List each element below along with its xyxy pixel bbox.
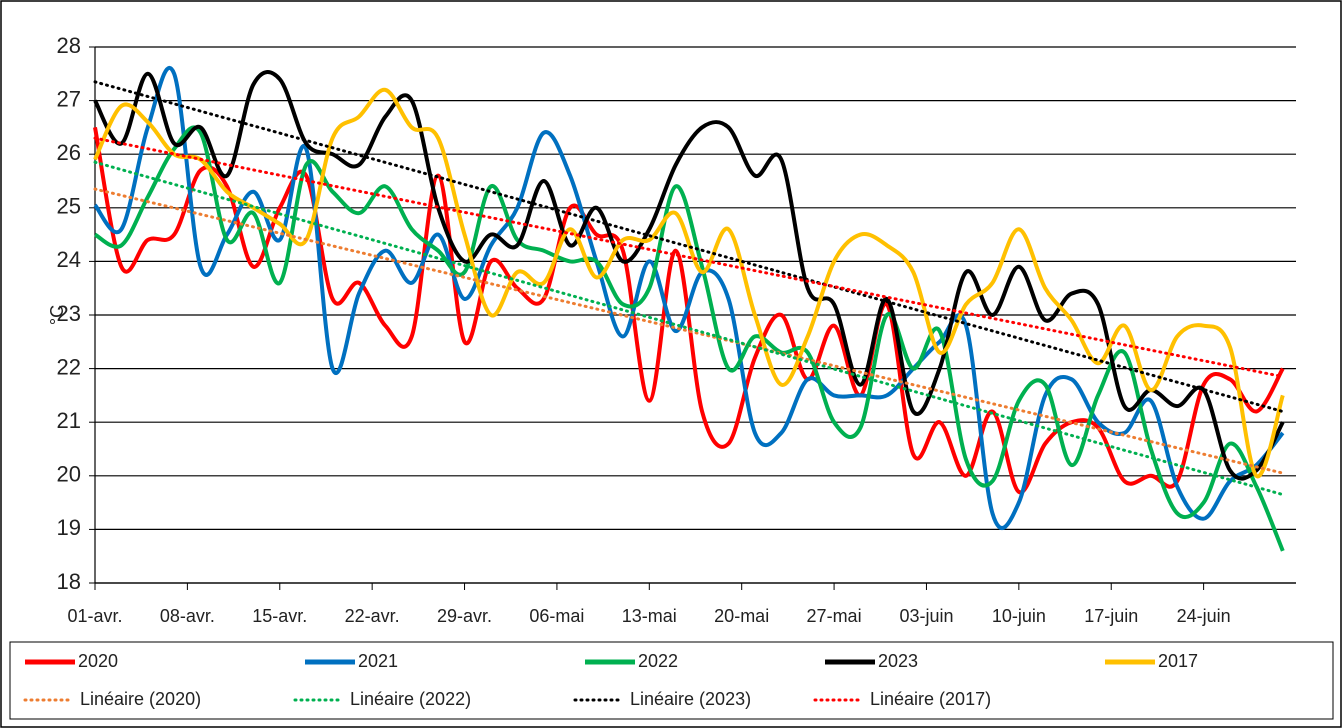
legend-label: Linéaire (2023) <box>630 689 751 709</box>
x-tick-label: 13-mai <box>622 606 677 626</box>
y-tick-label: 22 <box>57 354 81 379</box>
y-tick-label: 28 <box>57 33 81 58</box>
x-tick-label: 24-juin <box>1177 606 1231 626</box>
x-tick-label: 29-avr. <box>437 606 492 626</box>
series-line <box>93 70 1285 481</box>
x-tick-label: 06-mai <box>529 606 584 626</box>
x-tick-label: 01-avr. <box>67 606 122 626</box>
x-tick-label: 08-avr. <box>160 606 215 626</box>
x-tick-label: 20-mai <box>714 606 769 626</box>
legend-label: Linéaire (2022) <box>350 689 471 709</box>
legend-label: 2020 <box>78 651 118 671</box>
x-tick-label: 15-avr. <box>252 606 307 626</box>
y-tick-label: 19 <box>57 515 81 540</box>
x-tick-label: 27-mai <box>807 606 862 626</box>
trend-line <box>93 136 1285 379</box>
legend-label: 2017 <box>1158 651 1198 671</box>
y-tick-label: 20 <box>57 462 81 487</box>
y-axis-label: °C <box>47 305 67 325</box>
x-tick-label: 03-juin <box>899 606 953 626</box>
y-tick-label: 26 <box>57 140 81 165</box>
y-tick-label: 27 <box>57 86 81 111</box>
y-tick-label: 21 <box>57 408 81 433</box>
legend-border <box>9 641 1334 720</box>
trend-line <box>93 160 1285 497</box>
y-tick-label: 25 <box>57 194 81 219</box>
legend-label: Linéaire (2020) <box>80 689 201 709</box>
y-tick-label: 24 <box>57 247 81 272</box>
legend-label: 2021 <box>358 651 398 671</box>
legend-label: Linéaire (2017) <box>870 689 991 709</box>
y-tick-label: 18 <box>57 569 81 594</box>
trend-line <box>93 80 1285 413</box>
x-tick-label: 17-juin <box>1084 606 1138 626</box>
y-tick-label: 23 <box>57 301 81 326</box>
x-tick-label: 10-juin <box>992 606 1046 626</box>
series-line <box>93 65 1285 531</box>
x-tick-label: 22-avr. <box>345 606 400 626</box>
legend-label: 2022 <box>638 651 678 671</box>
trend-line <box>93 187 1285 475</box>
legend-label: 2023 <box>878 651 918 671</box>
